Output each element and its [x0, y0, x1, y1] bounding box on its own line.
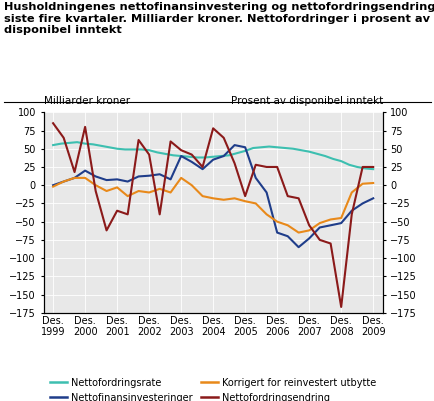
Text: Prosent av disponibel inntekt: Prosent av disponibel inntekt [230, 96, 382, 106]
Legend: Nettofordringsrate, Nettofinansinvesteringer, Korrigert for reinvestert utbytte,: Nettofordringsrate, Nettofinansinvesteri… [46, 374, 379, 401]
Text: Milliarder kroner: Milliarder kroner [43, 96, 129, 106]
Text: Husholdningenes nettofinansinvestering og nettofordringsendring
siste fire kvart: Husholdningenes nettofinansinvestering o… [4, 2, 434, 35]
